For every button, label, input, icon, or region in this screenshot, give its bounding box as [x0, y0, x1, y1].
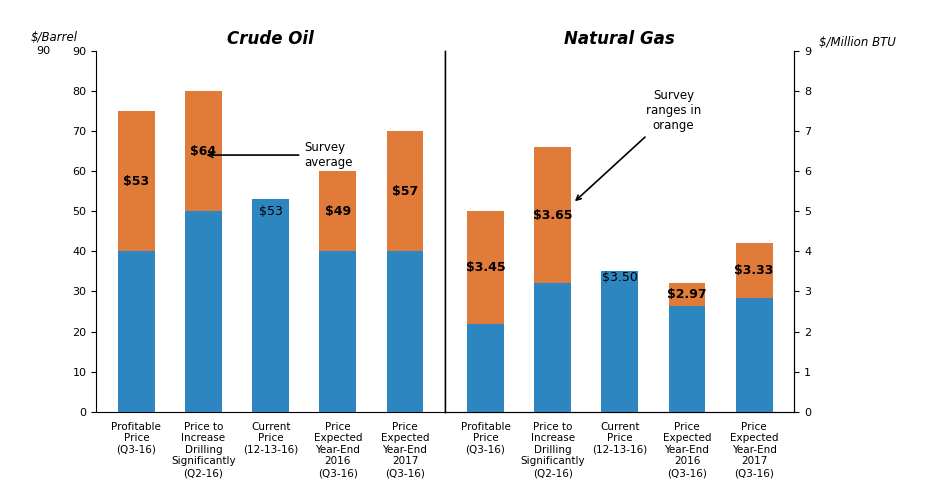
- Bar: [117, 111, 154, 251]
- Bar: [185, 211, 222, 412]
- Text: Survey
average: Survey average: [208, 141, 352, 169]
- Text: $3.45: $3.45: [465, 261, 505, 274]
- Text: $3.33: $3.33: [734, 264, 774, 277]
- Bar: [735, 244, 772, 297]
- Bar: [535, 283, 571, 412]
- Bar: [253, 199, 290, 412]
- Bar: [117, 251, 154, 412]
- Y-axis label: $/Million BTU: $/Million BTU: [819, 36, 895, 49]
- Bar: [387, 131, 424, 251]
- Text: $3.65: $3.65: [533, 209, 573, 222]
- Text: $57: $57: [392, 185, 418, 198]
- Bar: [319, 251, 356, 412]
- Title: Natural Gas: Natural Gas: [564, 30, 675, 48]
- Bar: [319, 171, 356, 251]
- Text: $49: $49: [325, 205, 351, 218]
- Text: $2.97: $2.97: [667, 288, 707, 301]
- Bar: [185, 91, 222, 211]
- Text: $53: $53: [123, 175, 150, 188]
- Bar: [535, 147, 571, 283]
- Bar: [669, 283, 706, 306]
- Text: $64: $64: [191, 144, 216, 158]
- Bar: [467, 211, 504, 323]
- Bar: [735, 297, 772, 412]
- Text: $53: $53: [259, 205, 283, 218]
- Text: Survey
ranges in
orange: Survey ranges in orange: [576, 89, 701, 200]
- Bar: [387, 251, 424, 412]
- Bar: [669, 306, 706, 412]
- Bar: [467, 323, 504, 412]
- Text: 90: 90: [37, 46, 51, 56]
- Y-axis label: $/Barrel: $/Barrel: [31, 31, 78, 43]
- Bar: [601, 272, 638, 412]
- Title: Crude Oil: Crude Oil: [228, 30, 314, 48]
- Text: $3.50: $3.50: [602, 271, 637, 284]
